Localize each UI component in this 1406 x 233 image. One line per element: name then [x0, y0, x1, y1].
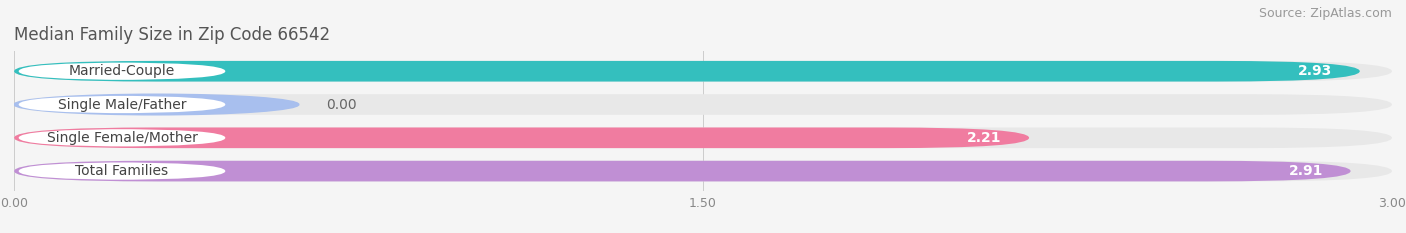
Text: Single Female/Mother: Single Female/Mother [46, 131, 197, 145]
FancyBboxPatch shape [14, 94, 1392, 115]
Text: 0.00: 0.00 [326, 98, 357, 112]
FancyBboxPatch shape [14, 127, 1392, 148]
FancyBboxPatch shape [14, 127, 1029, 148]
FancyBboxPatch shape [18, 96, 225, 113]
FancyBboxPatch shape [14, 61, 1360, 82]
FancyBboxPatch shape [14, 161, 1392, 182]
Text: Single Male/Father: Single Male/Father [58, 98, 186, 112]
Text: Married-Couple: Married-Couple [69, 64, 176, 78]
Text: Total Families: Total Families [76, 164, 169, 178]
Text: Source: ZipAtlas.com: Source: ZipAtlas.com [1258, 7, 1392, 20]
Text: 2.93: 2.93 [1298, 64, 1333, 78]
FancyBboxPatch shape [18, 129, 225, 147]
Text: Median Family Size in Zip Code 66542: Median Family Size in Zip Code 66542 [14, 26, 330, 44]
Circle shape [14, 94, 299, 115]
FancyBboxPatch shape [14, 161, 1351, 182]
FancyBboxPatch shape [18, 62, 225, 80]
FancyBboxPatch shape [14, 61, 1392, 82]
FancyBboxPatch shape [18, 162, 225, 180]
Text: 2.21: 2.21 [967, 131, 1001, 145]
Text: 2.91: 2.91 [1289, 164, 1323, 178]
